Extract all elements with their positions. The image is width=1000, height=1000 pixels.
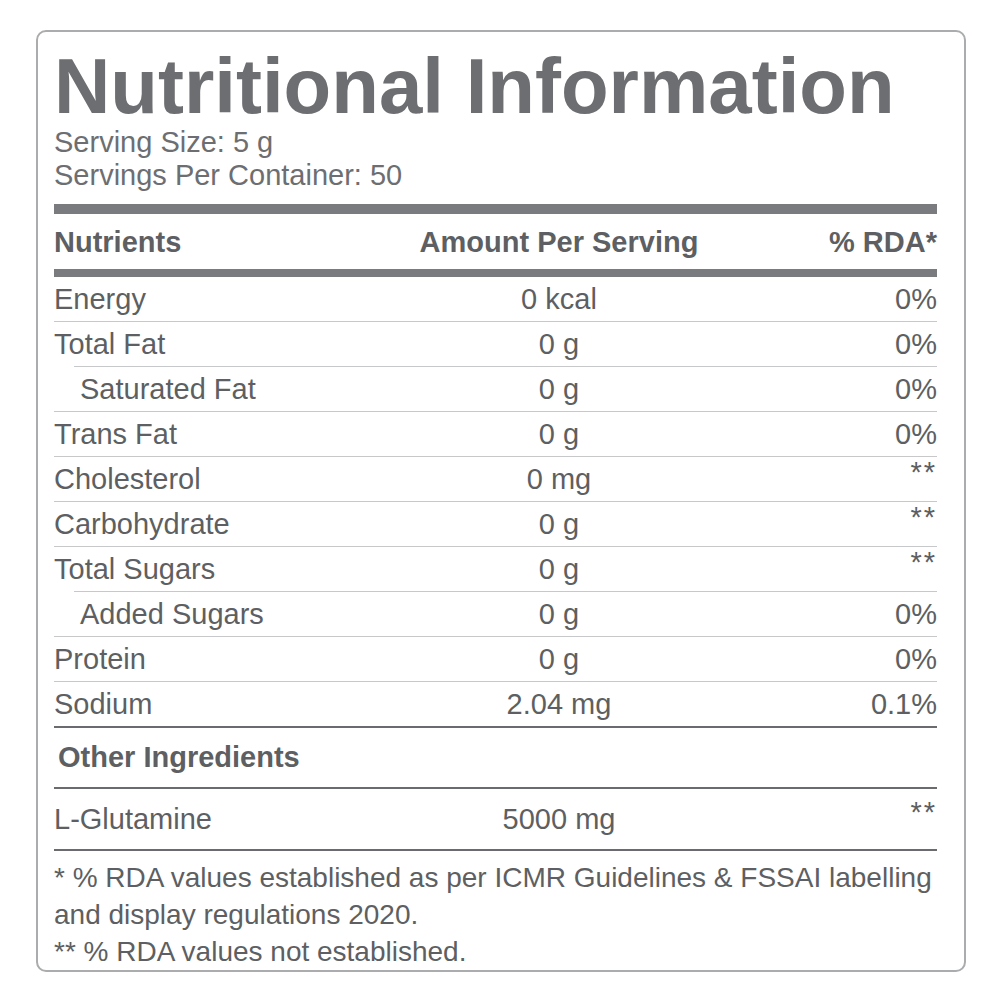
table-row: Total Fat0 g0%	[54, 322, 937, 366]
header-amount-per-serving: Amount Per Serving	[414, 226, 704, 259]
nutrition-label-panel: Nutritional Information Serving Size: 5 …	[36, 30, 966, 972]
footnote-rda-not-established: ** % RDA values not established.	[54, 933, 937, 970]
nutrient-rda: **	[704, 546, 937, 579]
nutrient-rows: Energy0 kcal0%Total Fat0 g0%Saturated Fa…	[54, 277, 937, 726]
header-nutrients: Nutrients	[54, 226, 414, 259]
nutrient-amount: 0 mg	[414, 463, 704, 496]
header-rda: % RDA*	[704, 226, 937, 259]
footnotes: * % RDA values established as per ICMR G…	[54, 859, 937, 970]
thick-divider-bar	[54, 204, 937, 214]
nutrient-amount: 0 g	[414, 598, 704, 631]
nutrient-name: Total Sugars	[54, 553, 414, 586]
nutrient-amount: 0 g	[414, 643, 704, 676]
nutrient-amount: 2.04 mg	[414, 688, 704, 721]
nutrient-name: Energy	[54, 283, 414, 316]
table-row: L-Glutamine5000 mg**	[54, 789, 937, 849]
table-row: Added Sugars0 g0%	[54, 592, 937, 636]
nutrient-amount: 0 g	[414, 373, 704, 406]
nutrient-rda: **	[704, 796, 937, 829]
nutrient-rda: 0%	[704, 598, 937, 631]
ingredient-rows: L-Glutamine5000 mg**	[54, 789, 937, 849]
serving-size: Serving Size: 5 g	[54, 126, 937, 159]
table-row: Cholesterol0 mg**	[54, 457, 937, 501]
nutrient-rda: 0%	[704, 328, 937, 361]
nutrient-amount: 0 g	[414, 553, 704, 586]
nutrient-rda: 0%	[704, 418, 937, 451]
table-row: Energy0 kcal0%	[54, 277, 937, 321]
section-divider-bottom	[54, 849, 937, 851]
serving-info: Serving Size: 5 g Servings Per Container…	[54, 126, 937, 192]
nutrient-amount: 5000 mg	[414, 803, 704, 836]
table-header-row: Nutrients Amount Per Serving % RDA*	[54, 214, 937, 269]
nutrient-rda: 0%	[704, 643, 937, 676]
table-row: Total Sugars0 g**	[54, 547, 937, 591]
nutrient-amount: 0 g	[414, 328, 704, 361]
table-row: Carbohydrate0 g**	[54, 502, 937, 546]
table-row: Saturated Fat0 g0%	[54, 367, 937, 411]
nutrient-name: Added Sugars	[54, 598, 414, 631]
nutrient-name: Carbohydrate	[54, 508, 414, 541]
nutrient-rda: **	[704, 501, 937, 534]
nutrient-amount: 0 g	[414, 508, 704, 541]
nutrient-name: Total Fat	[54, 328, 414, 361]
nutrient-name: Cholesterol	[54, 463, 414, 496]
nutrient-name: L-Glutamine	[54, 803, 414, 836]
servings-per-container: Servings Per Container: 50	[54, 159, 937, 192]
table-row: Trans Fat0 g0%	[54, 412, 937, 456]
nutrient-rda: 0%	[704, 373, 937, 406]
nutrient-name: Protein	[54, 643, 414, 676]
other-ingredients-heading: Other Ingredients	[54, 728, 937, 787]
nutrient-name: Trans Fat	[54, 418, 414, 451]
table-row: Protein0 g0%	[54, 637, 937, 681]
nutrient-rda: **	[704, 456, 937, 489]
nutrient-name: Saturated Fat	[54, 373, 414, 406]
nutrient-name: Sodium	[54, 688, 414, 721]
page-title: Nutritional Information	[54, 48, 937, 124]
table-row: Sodium2.04 mg0.1%	[54, 682, 937, 726]
footnote-rda-established: * % RDA values established as per ICMR G…	[54, 859, 937, 933]
header-divider-bar	[54, 269, 937, 277]
nutrient-amount: 0 g	[414, 418, 704, 451]
nutrient-rda: 0.1%	[704, 688, 937, 721]
nutrient-rda: 0%	[704, 283, 937, 316]
nutrient-amount: 0 kcal	[414, 283, 704, 316]
